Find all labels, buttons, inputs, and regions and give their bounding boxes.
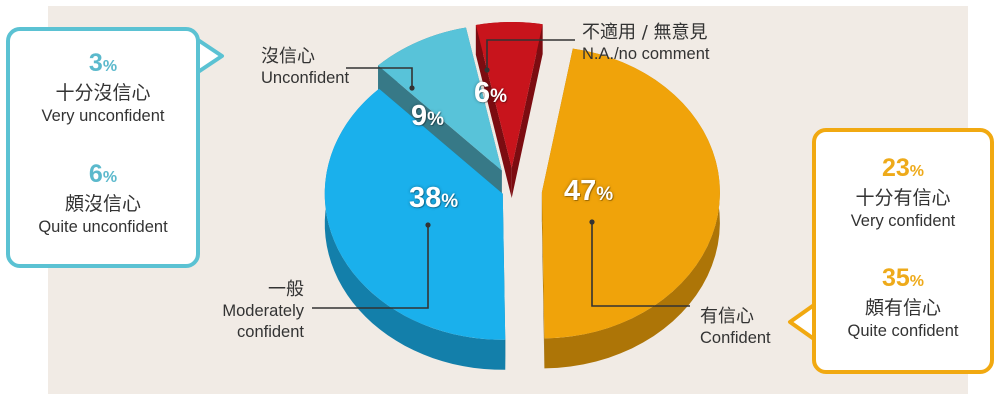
- moderately-label-zh: 一般: [268, 279, 304, 300]
- moderately-label-en-line1: Moderately: [222, 302, 304, 320]
- quite-confident-group: 35% 頗有信心 Quite confident: [816, 264, 990, 342]
- very-unconfident-label-en: Very unconfident: [41, 107, 165, 125]
- moderately-confident-slice-side: [324, 88, 506, 370]
- unconfident-external-label: 沒信心 Unconfident: [261, 45, 349, 89]
- moderately-confident-leader-line: [312, 225, 429, 309]
- quite-unconfident-percent: 6%: [88, 160, 118, 188]
- very-unconfident-label-zh: 十分沒信心: [55, 82, 151, 104]
- confident-slice-wall-1: [541, 192, 545, 369]
- unconfident-slice: [378, 27, 502, 171]
- moderately-confident-leader-dot: [425, 222, 431, 228]
- quite-unconfident-group: 6% 頗沒信心 Quite unconfident: [10, 160, 196, 238]
- unconfident-leader-dot: [409, 85, 415, 91]
- confident-label-en: Confident: [700, 329, 771, 347]
- quite-unconfident-label-en: Quite unconfident: [38, 218, 168, 236]
- confident-leader-dot: [589, 219, 595, 225]
- right-callout-pointer: [788, 303, 816, 341]
- quite-unconfident-label-zh: 頗沒信心: [64, 193, 141, 215]
- unconfident-breakdown-callout: 3% 十分沒信心 Very unconfident 6% 頗沒信心 Quite …: [6, 27, 200, 268]
- quite-confident-label-en: Quite confident: [847, 322, 959, 340]
- na-leader-dot: [484, 67, 490, 73]
- left-callout-pointer: [196, 38, 224, 74]
- very-confident-label-en: Very confident: [850, 212, 956, 230]
- confident-label-zh: 有信心: [700, 306, 754, 327]
- na-slice-wall-1: [511, 24, 543, 199]
- unconfident-label-en: Unconfident: [261, 69, 350, 87]
- na-label-zh: 不適用 / 無意見: [582, 22, 708, 43]
- unconfident-leader-line: [346, 67, 413, 88]
- quite-confident-percent: 35%: [881, 264, 925, 292]
- confident-slice: [541, 48, 720, 339]
- moderately-confident-slice: [324, 88, 506, 340]
- unconfident-label-zh: 沒信心: [261, 46, 315, 67]
- confident-leader-line: [591, 222, 690, 307]
- very-unconfident-percent: 3%: [88, 49, 118, 77]
- na-external-label: 不適用 / 無意見 N.A./no comment: [582, 21, 709, 65]
- very-confident-label-zh: 十分有信心: [855, 187, 951, 209]
- moderately-external-label: 一般 Moderately confident: [222, 278, 304, 343]
- na-label-en: N.A./no comment: [582, 45, 710, 63]
- moderately-label-en-line2: confident: [237, 323, 304, 341]
- very-unconfident-group: 3% 十分沒信心 Very unconfident: [10, 49, 196, 127]
- confident-slice-side: [544, 48, 720, 369]
- unconfident-slice-percent: 9%: [411, 100, 445, 132]
- na-slice-percent: 6%: [474, 77, 508, 109]
- na-slice: [475, 22, 543, 169]
- confident-slice-percent: 47%: [564, 175, 614, 207]
- confident-external-label: 有信心 Confident: [700, 305, 771, 349]
- confident-breakdown-callout: 23% 十分有信心 Very confident 35% 頗有信心 Quite …: [812, 128, 994, 374]
- na-slice-wall-0: [475, 24, 512, 199]
- moderately-slice-percent: 38%: [409, 182, 459, 214]
- very-confident-percent: 23%: [881, 154, 925, 182]
- very-confident-group: 23% 十分有信心 Very confident: [816, 154, 990, 232]
- quite-confident-label-zh: 頗有信心: [864, 297, 941, 319]
- na-leader-line: [486, 39, 575, 70]
